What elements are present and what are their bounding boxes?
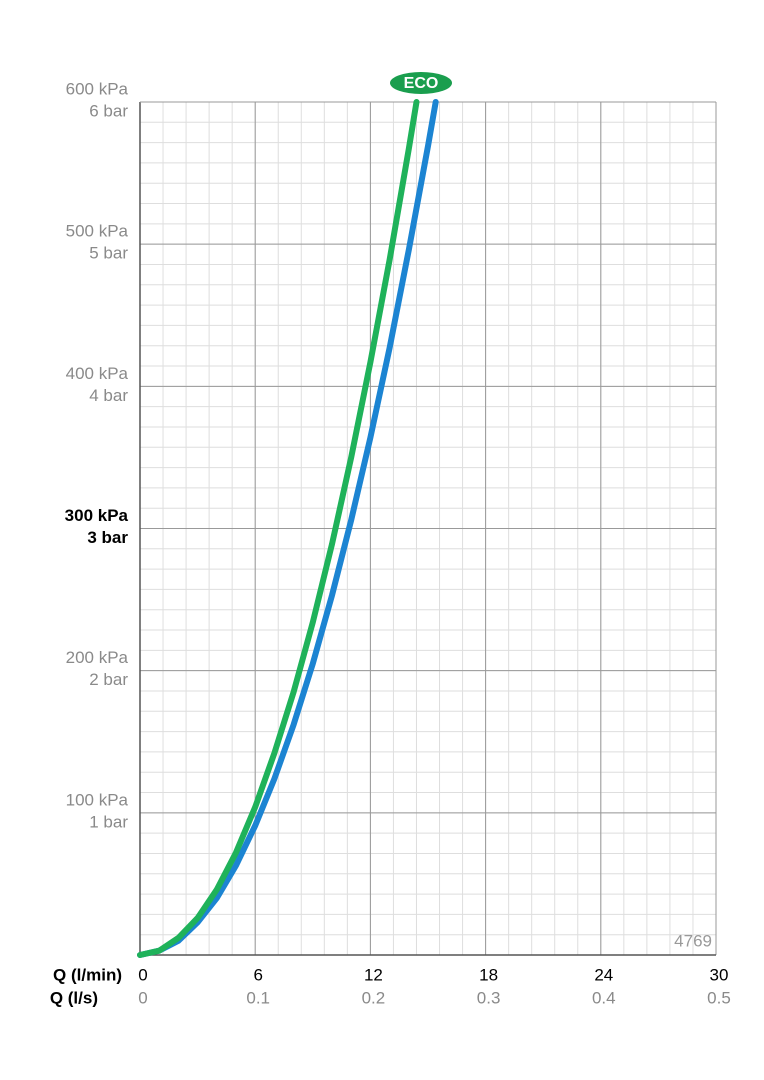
x-axis-label: Q (l/min) bbox=[53, 965, 122, 984]
x-tick-label: 24 bbox=[594, 965, 613, 984]
y-tick-label: 300 kPa bbox=[65, 506, 129, 525]
x-tick-label: 18 bbox=[479, 965, 498, 984]
y-tick-label: 100 kPa bbox=[66, 790, 129, 809]
y-tick-label-bar: 1 bar bbox=[89, 812, 128, 831]
x-tick-label: 30 bbox=[710, 965, 729, 984]
y-tick-label: 400 kPa bbox=[66, 364, 129, 383]
eco-badge-label: ECO bbox=[404, 75, 439, 92]
code-label: 4769 bbox=[674, 931, 712, 950]
x2-tick-label: 0.2 bbox=[362, 988, 386, 1007]
y-tick-label-bar: 3 bar bbox=[87, 528, 128, 547]
x2-tick-label: 0.3 bbox=[477, 988, 501, 1007]
y-tick-label-bar: 5 bar bbox=[89, 244, 128, 263]
y-tick-label-bar: 4 bar bbox=[89, 386, 128, 405]
x2-tick-label: 0 bbox=[138, 988, 147, 1007]
y-tick-label-bar: 2 bar bbox=[89, 670, 128, 689]
y-tick-label: 200 kPa bbox=[66, 648, 129, 667]
x2-axis-label: Q (l/s) bbox=[50, 988, 98, 1007]
x-tick-label: 6 bbox=[253, 965, 262, 984]
x2-tick-label: 0.5 bbox=[707, 988, 731, 1007]
y-tick-label: 500 kPa bbox=[66, 222, 129, 241]
x-tick-label: 12 bbox=[364, 965, 383, 984]
y-tick-label-bar: 6 bar bbox=[89, 101, 128, 120]
x-tick-label: 0 bbox=[138, 965, 147, 984]
series-line bbox=[137, 99, 420, 958]
y-tick-label: 600 kPa bbox=[66, 79, 129, 98]
x2-tick-label: 0.4 bbox=[592, 988, 616, 1007]
eco-badge bbox=[390, 72, 452, 94]
x2-tick-label: 0.1 bbox=[246, 988, 270, 1007]
